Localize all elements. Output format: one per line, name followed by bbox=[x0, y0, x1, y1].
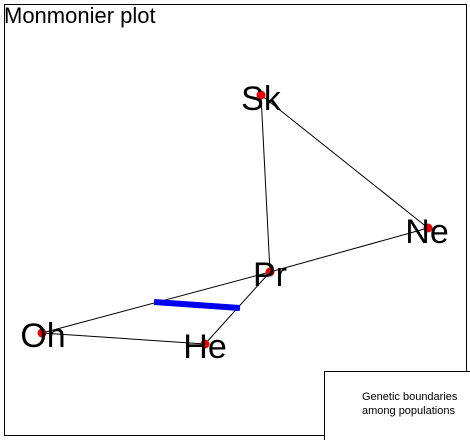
node-dot-sk bbox=[256, 90, 266, 100]
plot-frame bbox=[4, 4, 467, 436]
node-label-ne: Ne bbox=[405, 213, 448, 251]
plot-title: Monmonier plot bbox=[4, 3, 156, 28]
edge-sk-pr bbox=[260, 94, 271, 273]
edge-ne-pr bbox=[269, 227, 429, 273]
legend-line-1: Genetic boundaries bbox=[362, 391, 458, 403]
node-label-pr: Pr bbox=[253, 256, 287, 294]
nodes-group: Sk Ne Pr Oh He bbox=[20, 80, 448, 366]
node-label-oh: Oh bbox=[20, 317, 65, 355]
node-label-sk: Sk bbox=[241, 80, 282, 118]
edge-oh-he bbox=[41, 332, 206, 345]
genetic-boundary-line bbox=[153, 299, 241, 311]
node-dot-pr bbox=[265, 267, 275, 277]
node-label-he: He bbox=[183, 328, 226, 366]
legend-line-2: among populations bbox=[362, 405, 455, 417]
node-dot-ne bbox=[423, 223, 433, 233]
legend: Genetic boundaries among populations bbox=[324, 371, 470, 440]
edge-sk-ne bbox=[260, 94, 429, 229]
node-dot-he bbox=[200, 339, 210, 349]
node-dot-oh bbox=[37, 328, 47, 338]
legend-box bbox=[324, 371, 470, 440]
